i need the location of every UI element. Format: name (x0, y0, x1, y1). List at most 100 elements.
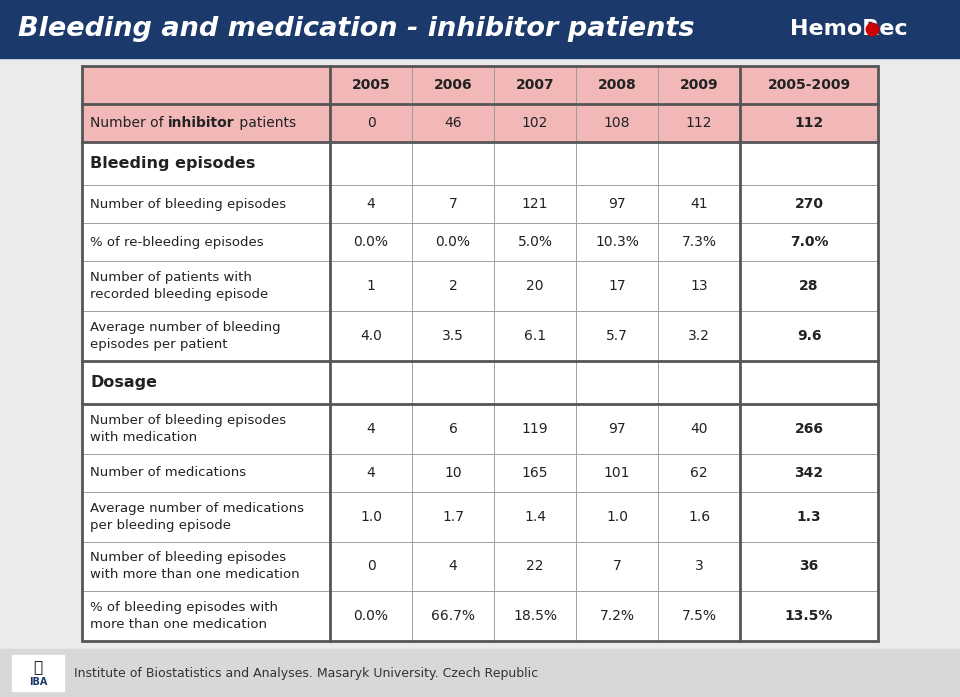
Bar (82, 404, 330, 454)
Text: 1.3: 1.3 (797, 510, 822, 523)
Bar (658, 185, 740, 223)
Bar (412, 185, 494, 223)
Text: 5.0%: 5.0% (517, 236, 553, 250)
Text: 4: 4 (367, 466, 375, 480)
Text: Institute of Biostatistics and Analyses. Masaryk University. Czech Republic: Institute of Biostatistics and Analyses.… (74, 666, 539, 680)
Bar (330, 142, 412, 185)
Text: 13: 13 (690, 279, 708, 293)
Bar (0, 0, 960, 58)
Text: 112: 112 (794, 116, 824, 130)
Bar (576, 454, 658, 492)
Bar (82, 66, 878, 641)
Text: 2006: 2006 (434, 78, 472, 92)
Bar (576, 404, 658, 454)
Text: patients: patients (234, 116, 296, 130)
Text: inhibitor: inhibitor (168, 116, 234, 130)
Bar (494, 104, 576, 142)
Text: 2005: 2005 (351, 78, 391, 92)
Text: 7: 7 (448, 197, 457, 211)
Bar (740, 591, 878, 641)
Text: 3: 3 (695, 560, 704, 574)
Text: Number of bleeding episodes
with medication: Number of bleeding episodes with medicat… (90, 414, 286, 444)
Bar (494, 66, 576, 104)
Bar (82, 454, 330, 492)
Text: 101: 101 (604, 466, 631, 480)
Bar (740, 66, 878, 104)
Bar (658, 591, 740, 641)
Bar (494, 223, 576, 261)
Text: 7.5%: 7.5% (682, 609, 716, 623)
Text: 🏛: 🏛 (34, 660, 42, 675)
Bar (412, 311, 494, 361)
Bar (576, 361, 658, 404)
Bar (82, 142, 330, 185)
Bar (82, 66, 330, 104)
Text: 6.1: 6.1 (524, 329, 546, 343)
Text: 6: 6 (448, 422, 457, 436)
Bar (12, 655, 64, 691)
Text: 1.7: 1.7 (442, 510, 464, 523)
Bar (330, 404, 412, 454)
Text: 270: 270 (795, 197, 824, 211)
Text: 5.7: 5.7 (606, 329, 628, 343)
Text: 18.5%: 18.5% (513, 609, 557, 623)
Bar (82, 104, 330, 142)
Text: 121: 121 (521, 197, 548, 211)
Text: 3.2: 3.2 (688, 329, 710, 343)
Text: 1.0: 1.0 (606, 510, 628, 523)
Bar (494, 361, 576, 404)
Bar (658, 311, 740, 361)
Bar (82, 185, 330, 223)
Text: 62: 62 (690, 466, 708, 480)
Text: 0.0%: 0.0% (353, 236, 389, 250)
Text: Average number of medications
per bleeding episode: Average number of medications per bleedi… (90, 502, 304, 532)
Bar (658, 66, 740, 104)
Bar (82, 261, 330, 311)
Text: 0.0%: 0.0% (436, 236, 470, 250)
Text: % of bleeding episodes with
more than one medication: % of bleeding episodes with more than on… (90, 601, 278, 631)
Text: 46: 46 (444, 116, 462, 130)
Bar (658, 492, 740, 542)
Bar (740, 185, 878, 223)
Bar (658, 454, 740, 492)
Text: % of re-bleeding episodes: % of re-bleeding episodes (90, 236, 264, 249)
Text: 7.3%: 7.3% (682, 236, 716, 250)
Bar (494, 492, 576, 542)
Bar (330, 261, 412, 311)
Text: 2005-2009: 2005-2009 (767, 78, 851, 92)
Bar (576, 542, 658, 591)
Bar (740, 261, 878, 311)
Bar (740, 223, 878, 261)
Text: 7.0%: 7.0% (790, 236, 828, 250)
Bar (576, 223, 658, 261)
Bar (740, 454, 878, 492)
Text: 112: 112 (685, 116, 712, 130)
Text: 10: 10 (444, 466, 462, 480)
Bar (494, 185, 576, 223)
Bar (412, 66, 494, 104)
Text: 165: 165 (521, 466, 548, 480)
Text: 108: 108 (604, 116, 631, 130)
Bar (412, 492, 494, 542)
Bar (330, 311, 412, 361)
Text: 1.6: 1.6 (688, 510, 710, 523)
Bar (494, 591, 576, 641)
Text: 2008: 2008 (598, 78, 636, 92)
Bar (658, 542, 740, 591)
Text: 22: 22 (526, 560, 543, 574)
Bar (330, 66, 412, 104)
Bar (576, 66, 658, 104)
Bar (330, 223, 412, 261)
Bar (330, 104, 412, 142)
Text: 2: 2 (448, 279, 457, 293)
Text: 119: 119 (521, 422, 548, 436)
Text: 13.5%: 13.5% (785, 609, 833, 623)
Bar (330, 542, 412, 591)
Text: 97: 97 (609, 197, 626, 211)
Bar (576, 142, 658, 185)
Bar (330, 492, 412, 542)
Text: 97: 97 (609, 422, 626, 436)
Text: 4: 4 (367, 197, 375, 211)
Bar (658, 261, 740, 311)
Text: Bleeding and medication - inhibitor patients: Bleeding and medication - inhibitor pati… (18, 16, 694, 42)
